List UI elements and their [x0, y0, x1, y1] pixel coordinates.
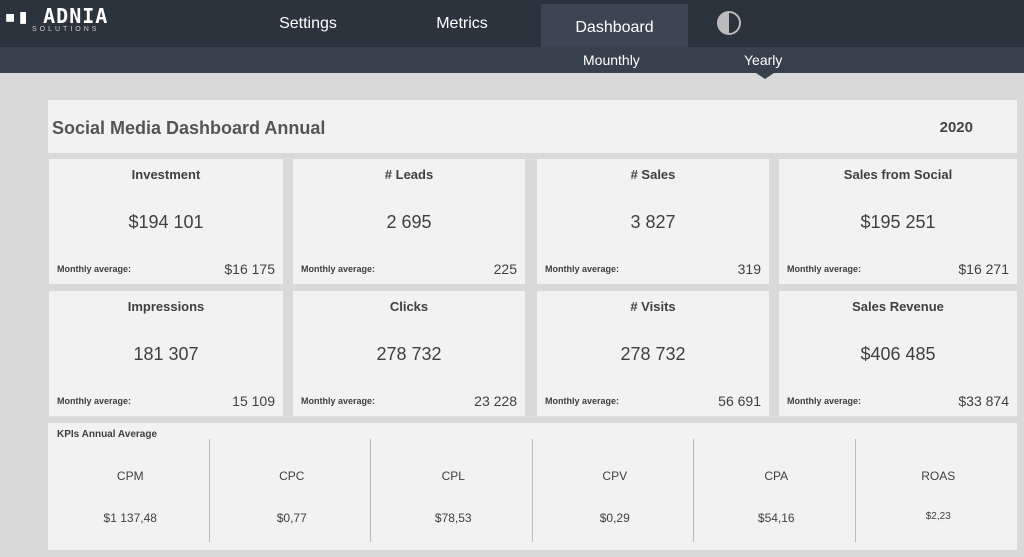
kpi-column: CPA $54,16 [698, 439, 856, 542]
kpi-name: CPM [116, 469, 144, 483]
monthly-average-label: Monthly average: [545, 264, 620, 274]
kpi-value: $0,77 [276, 511, 307, 525]
kpi-card: Impressions 181 307 Monthly average: 15 … [49, 291, 283, 416]
monthly-average-value: 23 228 [474, 393, 517, 409]
card-value: 278 732 [376, 344, 442, 364]
tab-metrics[interactable]: Metrics [436, 14, 488, 32]
kpi-column: ROAS $2,23 [860, 439, 1018, 542]
card-value: 2 695 [386, 212, 432, 232]
card-title: Clicks [389, 299, 429, 314]
card-title: # Sales [630, 167, 676, 182]
kpi-title: KPIs Annual Average [57, 429, 158, 440]
monthly-average-value: 56 691 [718, 393, 761, 409]
card-value: $406 485 [860, 344, 936, 364]
logo-tagline: SOLUTIONS [32, 26, 100, 33]
monthly-average-value: $33 874 [958, 393, 1009, 409]
kpi-name: CPA [764, 469, 789, 483]
page-title: Social Media Dashboard Annual [52, 118, 326, 138]
dashboard-header: Social Media Dashboard Annual 2020 [48, 100, 1017, 153]
tab-settings[interactable]: Settings [279, 14, 337, 32]
kpi-column: CPM $1 137,48 [52, 439, 210, 542]
kpi-card: Sales Revenue $406 485 Monthly average: … [779, 291, 1017, 416]
card-title: # Leads [384, 167, 434, 182]
kpi-column: CPC $0,77 [214, 439, 371, 542]
kpi-panel: KPIs Annual Average CPM $1 137,48 CPC $0… [48, 423, 1017, 550]
card-title: Sales Revenue [852, 299, 944, 314]
card-title: Sales from Social [843, 167, 953, 182]
logo-text: ADNIA [43, 4, 109, 28]
monthly-average-label: Monthly average: [787, 264, 862, 274]
monthly-average-label: Monthly average: [301, 396, 376, 406]
card-title: Investment [131, 167, 201, 182]
kpi-card: # Sales 3 827 Monthly average: 319 [537, 159, 769, 284]
monthly-average-value: 319 [737, 261, 761, 277]
kpi-card: Sales from Social $195 251 Monthly avera… [779, 159, 1017, 284]
logo-bars-icon: ▪▮ [4, 4, 44, 28]
monthly-average-label: Monthly average: [57, 396, 132, 406]
card-title: # Visits [630, 299, 676, 314]
top-nav-bar [0, 0, 1024, 47]
kpi-value: $78,53 [434, 511, 472, 525]
monthly-average-value: $16 271 [958, 261, 1009, 277]
monthly-average-value: 225 [493, 261, 517, 277]
kpi-card: # Leads 2 695 Monthly average: 225 [293, 159, 525, 284]
card-value: 278 732 [620, 344, 686, 364]
subtab-monthly[interactable]: Mounthly [583, 52, 640, 68]
kpi-card: # Visits 278 732 Monthly average: 56 691 [537, 291, 769, 416]
kpi-name: CPV [602, 469, 628, 483]
monthly-average-value: 15 109 [232, 393, 275, 409]
kpi-value: $1 137,48 [103, 511, 157, 525]
active-indicator-icon [756, 73, 774, 79]
monthly-average-label: Monthly average: [545, 396, 620, 406]
tab-dashboard[interactable]: Dashboard [541, 4, 688, 47]
card-value: 181 307 [133, 344, 199, 364]
sub-nav-bar [0, 47, 1024, 73]
kpi-column: CPV $0,29 [537, 439, 694, 542]
monthly-average-label: Monthly average: [57, 264, 132, 274]
logo: ▪▮ ADNIA SOLUTIONS [4, 6, 108, 33]
kpi-value: $54,16 [757, 511, 795, 525]
monthly-average-value: $16 175 [224, 261, 275, 277]
kpi-column: CPL $78,53 [375, 439, 533, 542]
year-label: 2020 [939, 119, 973, 136]
card-title: Impressions [127, 299, 205, 314]
subtab-yearly[interactable]: Yearly [744, 52, 783, 68]
card-value: $194 101 [128, 212, 204, 232]
kpi-name: CPL [441, 469, 465, 483]
kpi-value: $2,23 [925, 511, 951, 522]
monthly-average-label: Monthly average: [301, 264, 376, 274]
kpi-card: Investment $194 101 Monthly average: $16… [49, 159, 283, 284]
card-value: 3 827 [630, 212, 676, 232]
card-value: $195 251 [860, 212, 936, 232]
kpi-name: ROAS [921, 469, 956, 483]
kpi-name: CPC [279, 469, 305, 483]
kpi-value: $0,29 [599, 511, 630, 525]
contrast-icon[interactable] [717, 11, 741, 35]
monthly-average-label: Monthly average: [787, 396, 862, 406]
kpi-card: Clicks 278 732 Monthly average: 23 228 [293, 291, 525, 416]
